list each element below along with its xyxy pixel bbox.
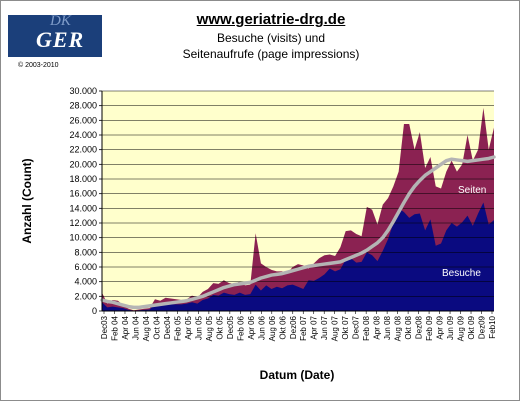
x-tick-label: Okt 06	[278, 315, 287, 339]
x-tick-label: Jun 05	[194, 315, 203, 340]
x-tick-label: Apr 04	[121, 315, 130, 339]
chart-subtitle-line-2: Seitenaufrufe (page impressions)	[182, 47, 360, 61]
y-tick-label: 20.000	[69, 159, 97, 169]
x-tick-label: Jun 09	[446, 315, 455, 340]
x-tick-label: Okt 09	[467, 315, 476, 339]
x-tick-label: Dec03	[100, 315, 109, 339]
x-tick-label: Jun 04	[131, 315, 140, 340]
y-tick-label: 2.000	[74, 291, 97, 301]
x-tick-label: Dec04	[163, 315, 172, 339]
y-tick-label: 14.000	[69, 203, 97, 213]
x-tick-label: Aug 09	[457, 315, 466, 341]
ger-logo: DK GER	[8, 13, 102, 57]
logo-text: GER	[36, 27, 85, 52]
y-tick-label: 8.000	[74, 247, 97, 257]
x-tick-label: Apr 07	[310, 315, 319, 339]
x-tick-label: Dez09	[478, 315, 487, 339]
y-tick-label: 12.000	[69, 218, 97, 228]
chart-title: www.geriatrie-drg.de	[196, 11, 346, 28]
logo-dk-mark: DK	[50, 13, 71, 29]
y-tick-label: 10.000	[69, 233, 97, 243]
x-tick-label: Aug 04	[142, 315, 151, 341]
x-tick-label: Dec07	[352, 315, 361, 339]
x-tick-label: Jun 06	[257, 315, 266, 340]
y-tick-label: 0	[92, 306, 97, 316]
y-tick-label: 30.000	[69, 86, 97, 96]
x-tick-label: Okt 05	[215, 315, 224, 339]
x-axis-title: Datum (Date)	[260, 368, 335, 382]
x-tick-label: Feb 08	[362, 315, 371, 340]
x-tick-label: Dec05	[226, 315, 235, 339]
y-tick-label: 22.000	[69, 145, 97, 155]
besuche-area	[102, 202, 494, 311]
x-tick-label: Apr 06	[247, 315, 256, 339]
x-tick-label: Aug 05	[205, 315, 214, 341]
x-tick-label: Okt 08	[404, 315, 413, 339]
x-tick-label: Feb10	[488, 315, 497, 338]
seiten-series-label: Seiten	[458, 185, 486, 196]
x-tick-label: Jun 08	[383, 315, 392, 340]
y-tick-label: 26.000	[69, 115, 97, 125]
x-tick-label: Feb 06	[236, 315, 245, 340]
besuche-series-label: Besuche	[442, 268, 481, 279]
x-tick-label: Apr 09	[436, 315, 445, 339]
y-tick-label: 28.000	[69, 101, 97, 111]
x-tick-label: Apr 05	[184, 315, 193, 339]
y-tick-label: 4.000	[74, 277, 97, 287]
x-tick-label: Feb 05	[173, 315, 182, 340]
x-tick-label: Feb 09	[425, 315, 434, 340]
chart-subtitle-line-1: Besuche (visits) und	[216, 31, 326, 45]
trend-line	[100, 155, 496, 310]
y-axis-title: Anzahl (Count)	[20, 158, 34, 243]
x-tick-label: Aug 07	[331, 315, 340, 341]
y-tick-label: 16.000	[69, 189, 97, 199]
x-tick-label: Okt 07	[341, 315, 350, 339]
x-tick-label: Apr 08	[373, 315, 382, 339]
x-tick-label: Aug 08	[394, 315, 403, 341]
x-tick-label: Jun 07	[320, 315, 329, 340]
y-tick-label: 6.000	[74, 262, 97, 272]
y-tick-label: 24.000	[69, 130, 97, 140]
copyright-note: © 2003-2010	[18, 62, 59, 69]
y-tick-label: 18.000	[69, 174, 97, 184]
x-tick-label: Oct 04	[152, 315, 161, 339]
x-tick-label: Feb 04	[110, 315, 119, 340]
x-tick-label: Dez08	[415, 315, 424, 339]
x-tick-label: Dez06	[289, 315, 298, 339]
x-tick-label: Feb 07	[299, 315, 308, 340]
x-tick-label: Aug 06	[268, 315, 277, 341]
